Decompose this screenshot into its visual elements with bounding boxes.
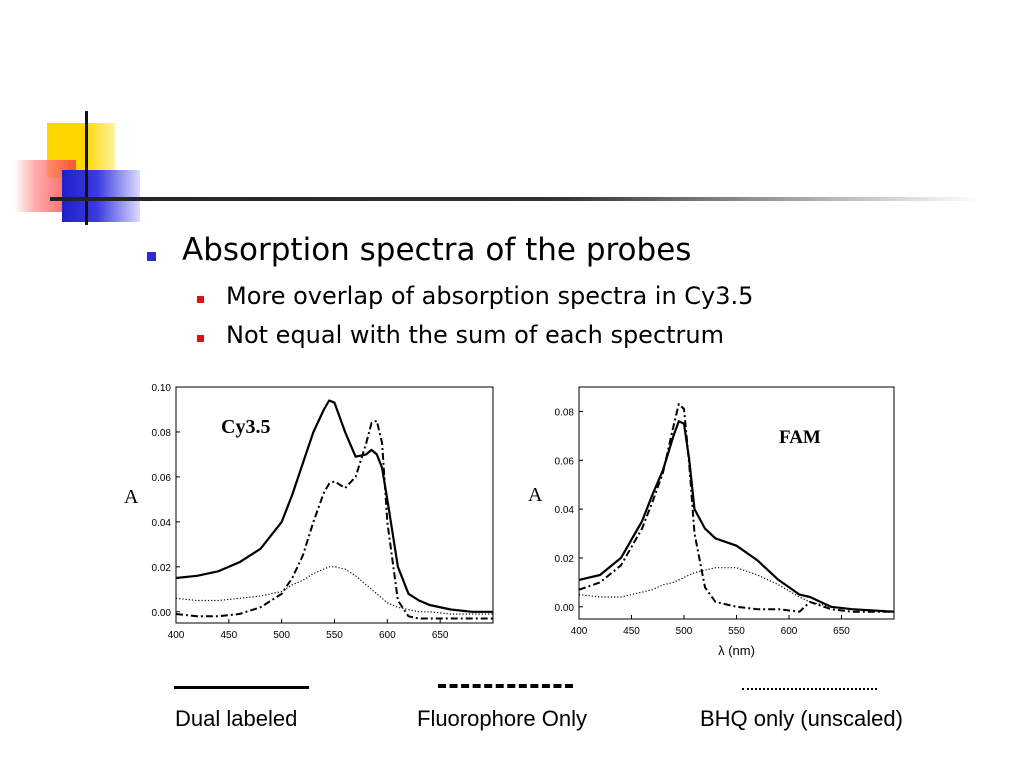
y-tick-label: 0.00 <box>152 608 172 619</box>
bullet-main-text: Absorption spectra of the probes <box>182 232 692 268</box>
series-line-dash-dot <box>578 403 894 613</box>
y-tick-label: 0.02 <box>555 554 575 565</box>
chart-fam: 400 450 500 550 600 650 0.00 0.02 0.04 0.06 0.08 Aλ… <box>528 386 895 658</box>
y-tick-label: 0.04 <box>555 505 575 516</box>
chart-title: Cy3.5 <box>221 416 270 438</box>
series-line-solid <box>578 420 895 613</box>
bullet-square-red <box>197 296 204 303</box>
legend-dashdot-line <box>438 684 573 688</box>
y-tick-label: 0.08 <box>555 407 575 418</box>
x-tick-label: 500 <box>676 626 693 637</box>
sub-bullet-text: Not equal with the sum of each spectrum <box>226 321 725 349</box>
x-axis-label: λ (nm) <box>718 643 755 658</box>
legend-solid-line <box>174 686 309 689</box>
series-line-dotted <box>175 566 493 615</box>
bullet-square-red <box>197 335 204 342</box>
x-tick-label: 500 <box>273 630 290 641</box>
y-tick-label: 0.06 <box>152 473 172 484</box>
chart-cy35: 400 450 500 550 600 650 0.00 0.02 0.04 0.06 0.08 0.… <box>124 383 494 641</box>
legend-label-bhq: BHQ only (unscaled) <box>700 706 903 731</box>
x-tick-label: 400 <box>571 626 588 637</box>
x-tick-label: 600 <box>781 626 798 637</box>
x-tick-label: 600 <box>379 630 396 641</box>
x-tick-label: 450 <box>220 630 237 641</box>
x-tick-label: 550 <box>728 626 745 637</box>
y-tick-label: 0.06 <box>555 456 575 467</box>
series-line-solid <box>175 399 493 613</box>
bullet-square-blue <box>147 252 156 261</box>
x-tick-label: 450 <box>623 626 640 637</box>
y-axis-label: A <box>124 486 139 508</box>
legend-label-dual: Dual labeled <box>175 706 298 731</box>
deco-vertical-line <box>85 111 88 225</box>
x-tick-label: 650 <box>833 626 850 637</box>
plot-frame <box>578 386 895 620</box>
series-line-dotted <box>578 567 895 613</box>
y-tick-label: 0.08 <box>152 428 172 439</box>
chart-title: FAM <box>779 427 821 448</box>
series-line-dash-dot <box>175 419 493 620</box>
y-tick-label: 0.00 <box>555 603 575 614</box>
y-tick-label: 0.10 <box>152 383 172 394</box>
x-tick-label: 400 <box>168 630 185 641</box>
y-tick-label: 0.02 <box>152 563 172 574</box>
legend-label-fluorophore: Fluorophore Only <box>417 706 587 731</box>
legend-dotted-line <box>742 688 877 690</box>
title-rule <box>50 197 980 201</box>
deco-blue-square <box>62 170 140 222</box>
sub-bullet-text: More overlap of absorption spectra in Cy… <box>226 282 754 310</box>
y-axis-label: A <box>528 484 543 506</box>
x-tick-label: 550 <box>326 630 343 641</box>
y-tick-label: 0.04 <box>152 518 172 529</box>
x-tick-label: 650 <box>432 630 449 641</box>
